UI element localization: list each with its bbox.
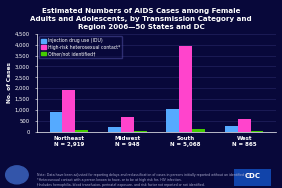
Text: CDC: CDC — [244, 173, 260, 179]
Bar — [121, 118, 134, 132]
Legend: Injection drug use (IDU), High-risk heterosexual contact*, Other/not identified†: Injection drug use (IDU), High-risk hete… — [39, 36, 122, 58]
Y-axis label: No. of Cases: No. of Cases — [7, 62, 12, 103]
Bar — [108, 127, 121, 132]
Bar — [225, 126, 238, 132]
Bar — [50, 112, 62, 132]
Bar — [134, 130, 147, 132]
Bar — [238, 119, 251, 132]
Bar — [62, 90, 75, 132]
Bar — [166, 109, 179, 132]
Circle shape — [6, 166, 28, 184]
Bar — [251, 131, 263, 132]
Bar — [192, 129, 205, 132]
Bar — [75, 130, 88, 132]
Text: Estimated Numbers of AIDS Cases among Female
Adults and Adolescents, by Transmis: Estimated Numbers of AIDS Cases among Fe… — [30, 8, 252, 30]
Bar — [179, 46, 192, 132]
Text: Note: Data have been adjusted for reporting delays and reclassification of cases: Note: Data have been adjusted for report… — [37, 173, 252, 187]
